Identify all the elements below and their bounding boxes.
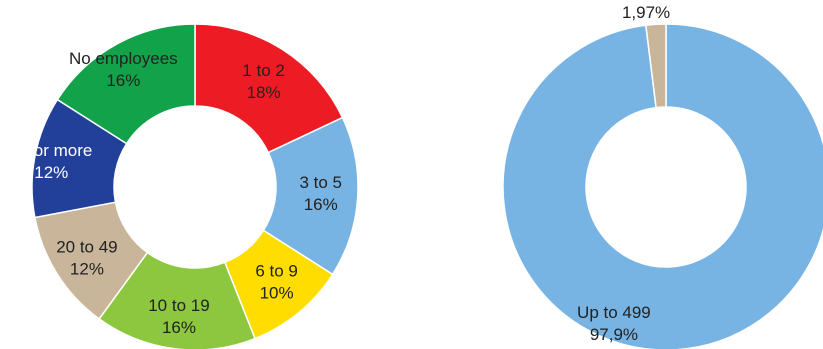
slice-value-no-employees: 16% — [106, 71, 140, 90]
slice-label-no-employees: No employees — [69, 49, 178, 68]
slice-value-20-to-49: 12% — [70, 260, 104, 279]
slice-label-6-to-9: 6 to 9 — [255, 262, 298, 281]
slice-value-6-to-9: 10% — [260, 284, 294, 303]
slice-value-3-to-5: 16% — [304, 195, 338, 214]
slice-value-500-or-more: 1,97% — [622, 3, 670, 22]
slice-value-1-to-2: 18% — [247, 83, 281, 102]
slice-label-10-to-19: 10 to 19 — [148, 296, 209, 315]
slice-label-3-to-5: 3 to 5 — [299, 173, 342, 192]
slice-500-or-more — [645, 23, 667, 109]
slice-up-to-499 — [502, 23, 823, 349]
slice-3-to-5 — [262, 116, 359, 276]
slice-label-50-or-more: 50 or more — [10, 141, 92, 160]
slice-no-employees — [56, 23, 196, 145]
slice-value-up-to-499: 97,9% — [590, 325, 638, 344]
slice-label-20-to-49: 20 to 49 — [56, 238, 117, 257]
slice-value-10-to-19: 16% — [162, 318, 196, 337]
employees-donut-chart: 1 to 2 18% 3 to 5 16% 6 to 9 10% 10 to 19 16% 20… — [10, 23, 359, 349]
slice-label-up-to-499: Up to 499 — [577, 303, 651, 322]
slice-1-to-2 — [194, 23, 344, 154]
slice-10-to-19 — [98, 251, 256, 349]
slice-value-50-or-more: 12% — [34, 163, 68, 182]
slice-label-1-to-2: 1 to 2 — [242, 61, 285, 80]
